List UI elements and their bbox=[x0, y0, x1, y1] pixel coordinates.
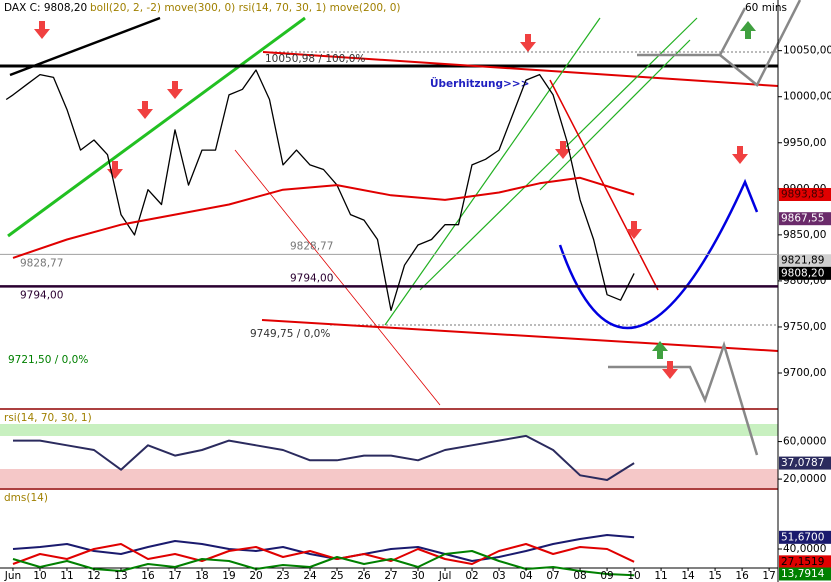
value-box-label: 27,1519 bbox=[781, 556, 824, 568]
down-arrow bbox=[626, 221, 642, 239]
chart-title: DAX C: 9808,20 bbox=[4, 2, 87, 14]
x-tick-label: 20 bbox=[249, 570, 262, 582]
rsi-overbought-band bbox=[0, 424, 778, 436]
x-tick-label: 13 bbox=[114, 570, 127, 582]
y-tick-label: 9700,00 bbox=[783, 367, 826, 379]
value-box bbox=[779, 212, 831, 226]
x-tick-label: 19 bbox=[222, 570, 235, 582]
rsi-oversold-band bbox=[0, 469, 778, 488]
arrows bbox=[34, 21, 756, 379]
projection-zigzag bbox=[608, 340, 759, 456]
value-box-label: 51,6700 bbox=[781, 531, 824, 543]
series-line bbox=[12, 543, 635, 565]
trendline bbox=[7, 16, 306, 238]
annotation: 9721,50 / 0,0% bbox=[8, 354, 88, 366]
down-arrow bbox=[137, 101, 153, 119]
x-tick-label: 17 bbox=[168, 570, 181, 582]
channel-line bbox=[419, 17, 698, 291]
x-tick-label: 24 bbox=[303, 570, 317, 582]
down-arrow bbox=[555, 141, 571, 159]
down-arrow bbox=[107, 161, 123, 179]
panel-title: dms(14) bbox=[4, 492, 48, 504]
x-tick-label: 03 bbox=[492, 570, 505, 582]
x-tick-label: 04 bbox=[519, 570, 533, 582]
annotation: 9749,75 / 0,0% bbox=[250, 328, 330, 340]
x-tick-label: 26 bbox=[357, 570, 371, 582]
series-line bbox=[13, 434, 635, 481]
x-tick-label: 16 bbox=[141, 570, 155, 582]
value-box bbox=[779, 456, 831, 470]
x-tick-label: 12 bbox=[87, 570, 100, 582]
down-arrow bbox=[732, 146, 748, 164]
x-tick-label: 11 bbox=[654, 570, 667, 582]
value-box-label: 9821,89 bbox=[781, 255, 824, 267]
down-arrow bbox=[662, 361, 678, 379]
value-box bbox=[779, 254, 831, 268]
up-arrow bbox=[652, 341, 668, 359]
value-box bbox=[779, 187, 831, 201]
annotation: Überhitzung>>> bbox=[430, 76, 529, 90]
x-tick-label: Jul bbox=[438, 570, 452, 582]
panel-title: rsi(14, 70, 30, 1) bbox=[4, 412, 92, 424]
level-label: 9828,77 bbox=[290, 240, 333, 252]
x-tick-label: 23 bbox=[276, 570, 289, 582]
value-box-label: 37,0787 bbox=[781, 457, 824, 469]
value-box bbox=[779, 530, 831, 544]
level-label: 9828,77 bbox=[20, 257, 63, 269]
x-tick-label: 09 bbox=[600, 570, 613, 582]
x-tick-label: 10 bbox=[627, 570, 640, 582]
series-line bbox=[5, 69, 635, 312]
x-tick-label: 08 bbox=[573, 570, 586, 582]
y-tick-label: 60,0000 bbox=[783, 436, 826, 448]
x-tick-label: Jun bbox=[4, 570, 21, 582]
x-tick-label: 15 bbox=[708, 570, 721, 582]
channel-line bbox=[539, 39, 691, 191]
x-tick-label: 25 bbox=[330, 570, 343, 582]
up-arrow bbox=[740, 21, 756, 39]
x-tick-label: 02 bbox=[465, 570, 478, 582]
x-tick-label: 18 bbox=[195, 570, 208, 582]
value-box-label: 9808,20 bbox=[781, 267, 824, 279]
value-box bbox=[779, 555, 831, 569]
down-arrow bbox=[520, 34, 536, 52]
series-line bbox=[12, 534, 635, 562]
level-label: 9794,00 bbox=[20, 289, 63, 301]
value-box-label: 9893,83 bbox=[781, 188, 824, 200]
trendline bbox=[261, 319, 779, 352]
indicator-list: boll(20, 2, -2) move(300, 0) rsi(14, 70,… bbox=[90, 2, 401, 14]
y-tick-label: 10000,00 bbox=[783, 91, 831, 103]
y-tick-label: 10050,00 bbox=[783, 45, 831, 57]
x-tick-label: 07 bbox=[546, 570, 559, 582]
value-box-label: 13,7914 bbox=[781, 568, 825, 580]
x-tick-label: 14 bbox=[681, 570, 695, 582]
value-box-label: 9867,55 bbox=[781, 213, 824, 225]
projection-zigzag bbox=[719, 0, 802, 87]
down-arrow bbox=[34, 21, 50, 39]
x-tick-label: 11 bbox=[60, 570, 73, 582]
x-tick-label: 27 bbox=[384, 570, 397, 582]
x-tick-label: 17 bbox=[762, 570, 775, 582]
timeframe: 60 mins bbox=[745, 2, 787, 14]
level-label: 9794,00 bbox=[290, 272, 333, 284]
y-tick-label: 9850,00 bbox=[783, 229, 826, 241]
y-tick-label: 40,0000 bbox=[783, 543, 826, 555]
x-tick-label: 16 bbox=[735, 570, 749, 582]
down-arrow bbox=[167, 81, 183, 99]
x-tick-label: 10 bbox=[33, 570, 46, 582]
trendline bbox=[262, 51, 779, 87]
value-box bbox=[779, 567, 831, 581]
value-box bbox=[779, 266, 831, 280]
y-tick-label: 9950,00 bbox=[783, 137, 826, 149]
channel-line bbox=[384, 17, 601, 326]
y-tick-label: 20,0000 bbox=[783, 473, 826, 485]
x-tick-label: 30 bbox=[411, 570, 424, 582]
y-tick-label: 9750,00 bbox=[783, 321, 826, 333]
annotation: 10050,98 / 100,0% bbox=[265, 53, 365, 65]
series-line bbox=[12, 550, 635, 577]
series-line bbox=[12, 176, 635, 259]
